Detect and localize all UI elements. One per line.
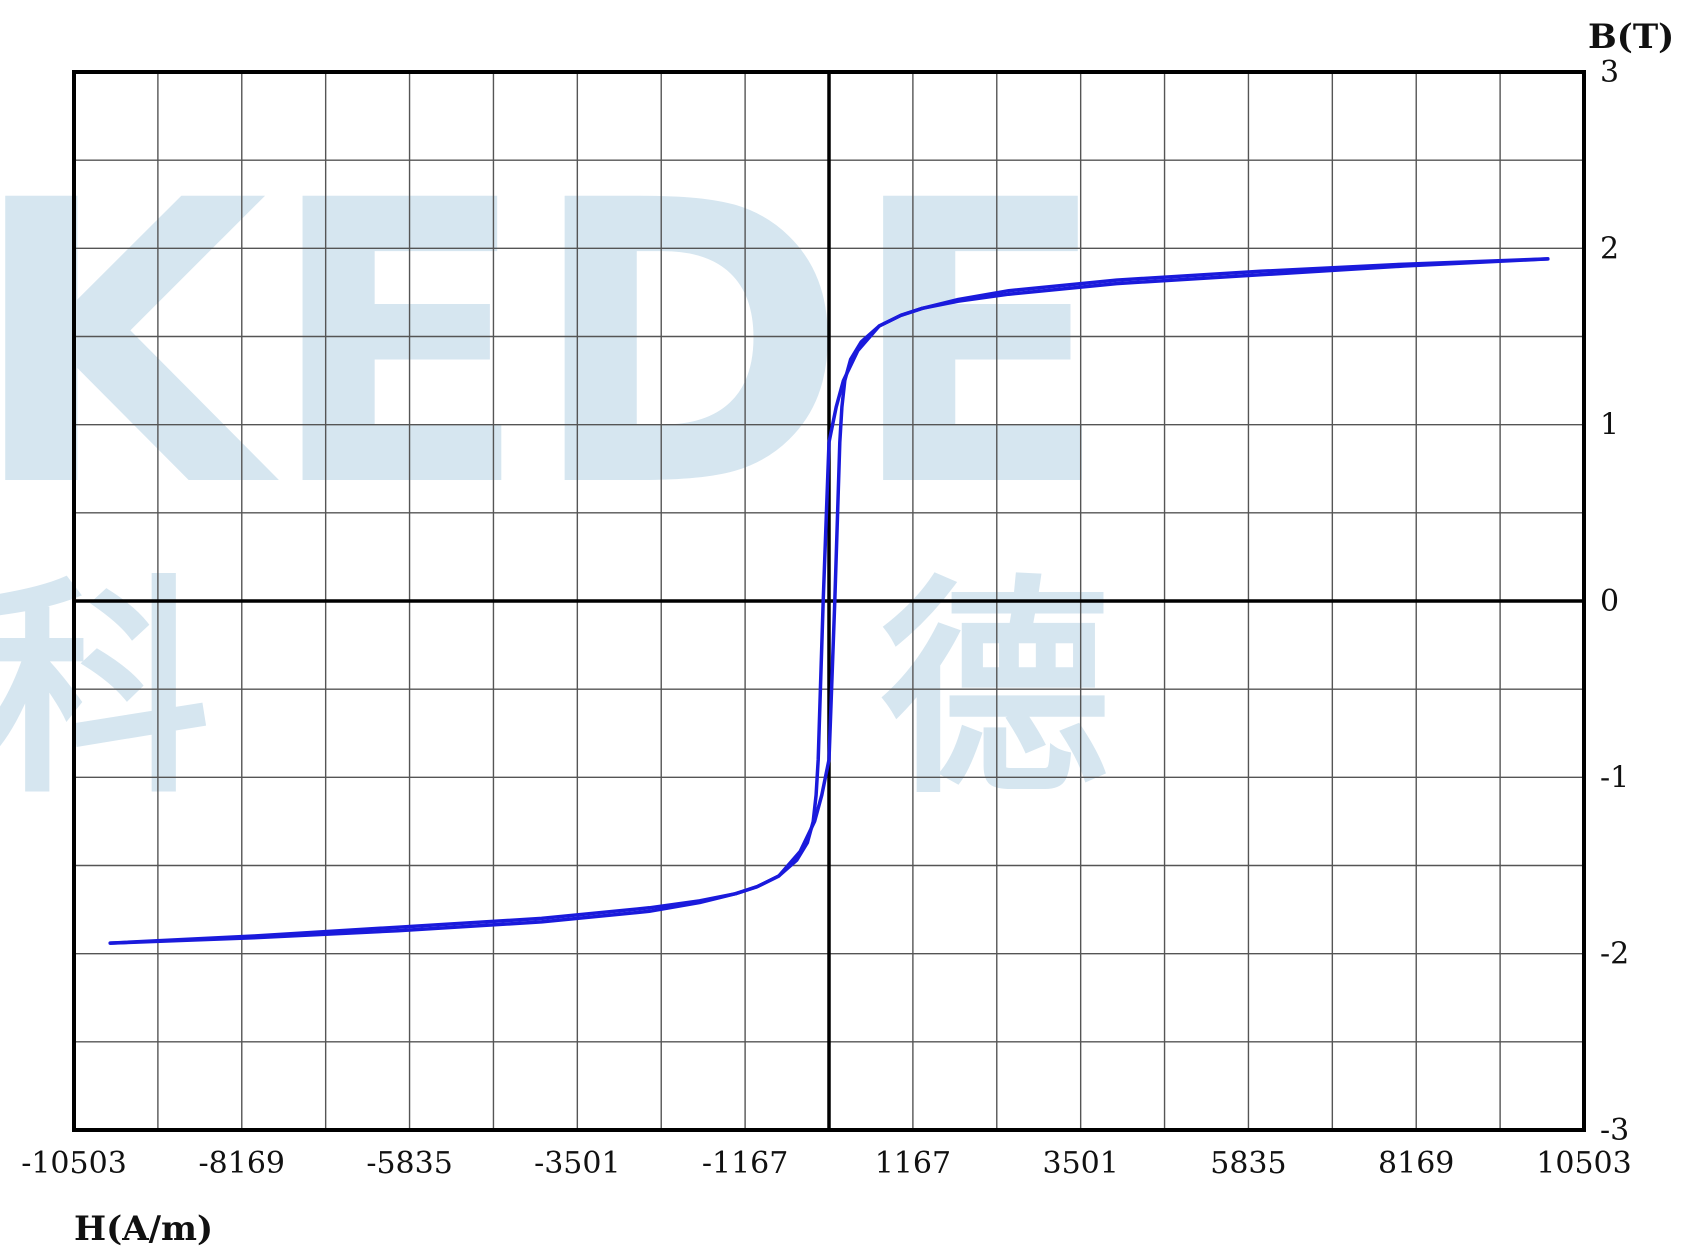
- y-tick-labels: 3 2 1 0 -1 -2 -3: [1600, 55, 1629, 1148]
- axes: [72, 70, 1586, 1132]
- y-tick-label: 1: [1600, 408, 1619, 443]
- series-line-1: [108, 257, 1550, 945]
- x-tick-label: -5835: [366, 1146, 452, 1181]
- x-tick-labels: -10503 -8169 -5835 -3501 -1167 1167 3501 5835 81…: [21, 1146, 1632, 1181]
- x-tick-label: -10503: [21, 1146, 127, 1181]
- x-tick-label: 1167: [875, 1146, 951, 1181]
- watermark: KEDE 科 德: [0, 118, 1110, 825]
- watermark-latin: KEDE: [0, 118, 1110, 572]
- y-tick-label: -1: [1600, 760, 1629, 795]
- y-tick-label: 2: [1600, 231, 1619, 266]
- y-tick-label: 0: [1600, 584, 1619, 619]
- x-tick-label: -3501: [534, 1146, 620, 1181]
- x-axis-title: H(A/m): [74, 1209, 213, 1248]
- x-tick-label: -8169: [199, 1146, 285, 1181]
- x-tick-label: 10503: [1536, 1146, 1631, 1181]
- x-tick-label: 3501: [1042, 1146, 1118, 1181]
- x-tick-label: 5835: [1210, 1146, 1286, 1181]
- y-tick-label: 3: [1600, 55, 1619, 90]
- series-group: [108, 257, 1550, 945]
- x-tick-label: 8169: [1378, 1146, 1454, 1181]
- y-axis-title: B(T): [1588, 17, 1674, 57]
- watermark-cjk-right: 德: [880, 558, 1110, 825]
- series-line-2: [108, 257, 1550, 945]
- watermark-cjk-left: 科: [0, 558, 210, 825]
- y-tick-label: -3: [1600, 1113, 1629, 1148]
- x-tick-label: -1167: [702, 1146, 788, 1181]
- y-tick-label: -2: [1600, 937, 1629, 972]
